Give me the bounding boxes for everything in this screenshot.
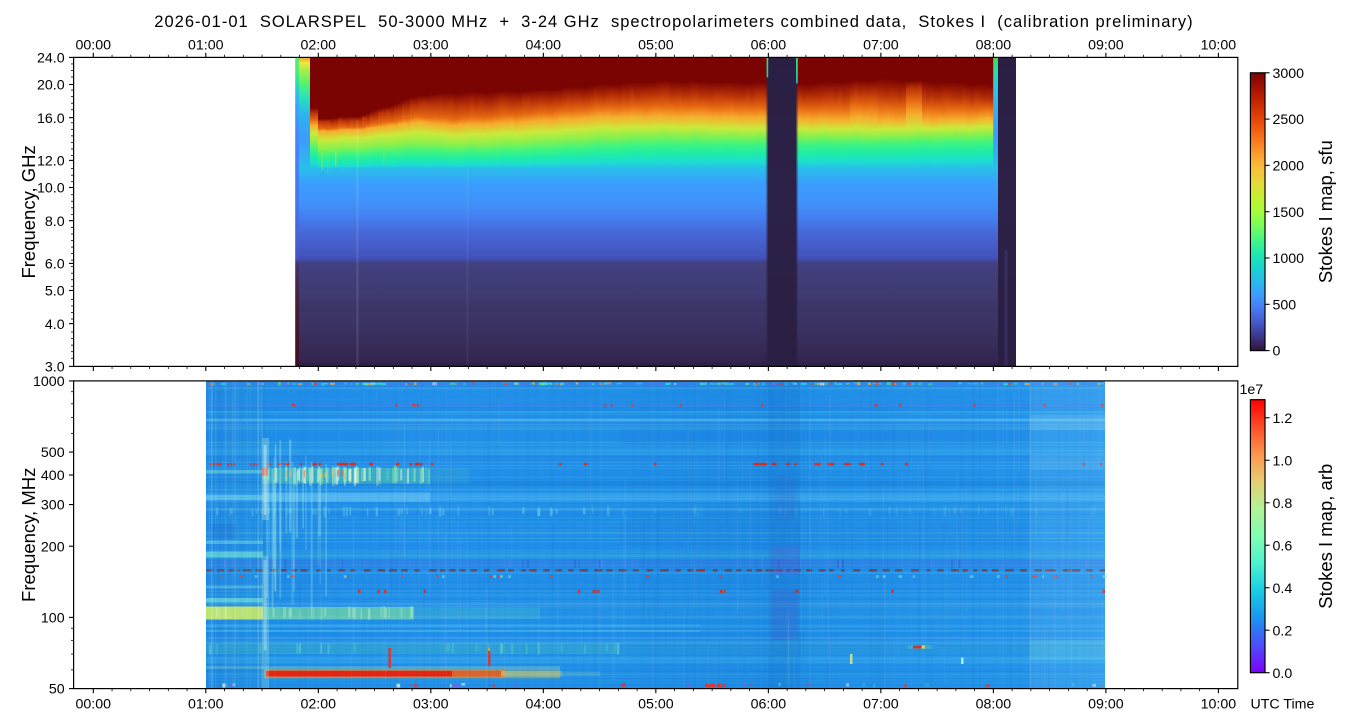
svg-text:03:00: 03:00 [413, 696, 449, 712]
svg-text:02:00: 02:00 [301, 696, 337, 712]
svg-text:3000: 3000 [1273, 66, 1305, 82]
svg-text:07:00: 07:00 [863, 696, 899, 712]
svg-text:200: 200 [41, 539, 65, 555]
svg-text:09:00: 09:00 [1088, 37, 1124, 53]
svg-text:Frequency, MHz: Frequency, MHz [18, 468, 39, 602]
svg-text:UTC Time: UTC Time [1251, 696, 1315, 712]
svg-text:6.0: 6.0 [45, 257, 65, 273]
svg-text:05:00: 05:00 [638, 696, 674, 712]
svg-text:2000: 2000 [1273, 159, 1305, 175]
svg-text:Frequency, GHz: Frequency, GHz [18, 145, 39, 278]
svg-text:16.0: 16.0 [37, 111, 65, 127]
svg-text:07:00: 07:00 [863, 37, 899, 53]
svg-text:02:00: 02:00 [301, 37, 337, 53]
svg-text:Stokes I map, arb: Stokes I map, arb [1315, 464, 1336, 609]
svg-text:08:00: 08:00 [976, 696, 1012, 712]
svg-text:500: 500 [41, 445, 65, 461]
svg-text:09:00: 09:00 [1088, 696, 1124, 712]
svg-text:10:00: 10:00 [1201, 37, 1237, 53]
svg-text:100: 100 [41, 611, 65, 627]
svg-text:0: 0 [1273, 344, 1281, 360]
svg-text:0.0: 0.0 [1273, 666, 1293, 682]
svg-text:04:00: 04:00 [526, 37, 562, 53]
svg-text:06:00: 06:00 [751, 37, 787, 53]
svg-text:1500: 1500 [1273, 205, 1305, 221]
svg-text:0.4: 0.4 [1273, 581, 1293, 597]
svg-text:4.0: 4.0 [45, 317, 65, 333]
svg-text:1.0: 1.0 [1273, 453, 1293, 469]
svg-text:50: 50 [49, 682, 65, 698]
svg-text:06:00: 06:00 [751, 696, 787, 712]
svg-text:10.0: 10.0 [37, 181, 65, 197]
svg-text:8.0: 8.0 [45, 214, 65, 230]
svg-text:Stokes I map, sfu: Stokes I map, sfu [1315, 140, 1336, 283]
svg-text:3.0: 3.0 [45, 360, 65, 376]
svg-text:300: 300 [41, 498, 65, 514]
svg-text:2500: 2500 [1273, 112, 1305, 128]
svg-text:05:00: 05:00 [638, 37, 674, 53]
svg-text:01:00: 01:00 [188, 37, 224, 53]
svg-text:04:00: 04:00 [526, 696, 562, 712]
svg-text:08:00: 08:00 [976, 37, 1012, 53]
svg-text:0.2: 0.2 [1273, 623, 1293, 639]
svg-text:400: 400 [41, 468, 65, 484]
svg-text:00:00: 00:00 [76, 37, 112, 53]
svg-text:1000: 1000 [33, 374, 65, 390]
svg-text:0.6: 0.6 [1273, 538, 1293, 554]
svg-text:03:00: 03:00 [413, 37, 449, 53]
svg-text:24.0: 24.0 [37, 51, 65, 67]
svg-text:1.2: 1.2 [1273, 411, 1293, 427]
svg-text:20.0: 20.0 [37, 78, 65, 94]
svg-text:500: 500 [1273, 297, 1297, 313]
svg-text:1e7: 1e7 [1240, 382, 1264, 398]
svg-text:2026-01-01 SOLARSPEL 50-3000: 2026-01-01 SOLARSPEL 50-3000 MHz + 3-24 … [154, 13, 1193, 31]
svg-text:0.8: 0.8 [1273, 496, 1293, 512]
svg-text:10:00: 10:00 [1201, 696, 1237, 712]
svg-text:12.0: 12.0 [37, 154, 65, 170]
svg-text:1000: 1000 [1273, 251, 1305, 267]
svg-text:00:00: 00:00 [76, 696, 112, 712]
svg-text:01:00: 01:00 [188, 696, 224, 712]
svg-text:5.0: 5.0 [45, 284, 65, 300]
